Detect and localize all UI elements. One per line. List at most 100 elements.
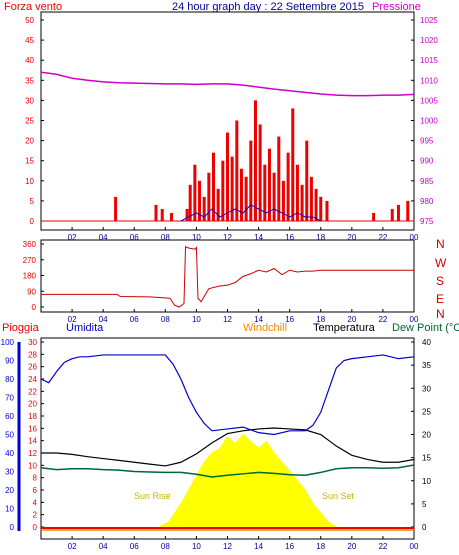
rain-axis-label: 4 <box>33 498 38 507</box>
wind-bar <box>230 156 234 221</box>
direction-axis-label: 270 <box>23 256 37 265</box>
direction-x-axis-tick-label: 18 <box>316 315 325 324</box>
wind-bar <box>291 108 295 221</box>
humidity-axis-label: 80 <box>5 375 14 384</box>
legend-pioggia: Pioggia <box>2 322 40 334</box>
wind-bar <box>263 164 267 221</box>
humidity-axis-label: 100 <box>1 338 15 347</box>
annotation-sun-set: Sun Set <box>322 491 355 501</box>
wind-bar <box>226 132 229 221</box>
wind-bar <box>286 152 290 221</box>
compass-label-s: S <box>436 274 444 288</box>
wind-bar <box>160 208 164 221</box>
wind-axis-label: 25 <box>25 117 34 126</box>
temperature-axis-label: 40 <box>422 338 431 347</box>
temperature-x-axis-tick-label: 20 <box>347 542 356 551</box>
wind-bar <box>258 124 262 221</box>
wind-bar <box>314 188 318 221</box>
legend-dew-point: Dew Point (°C <box>392 322 459 334</box>
temperature-x-axis-tick-label: 10 <box>192 542 201 551</box>
wind-axis-label: 40 <box>25 56 34 65</box>
temperature-axis-label: 30 <box>422 384 431 393</box>
wind-bar <box>253 100 257 221</box>
wind-bar <box>390 208 394 221</box>
wind-bar <box>244 176 248 221</box>
legend-pressione: Pressione <box>372 1 421 13</box>
wind-bar <box>267 148 271 221</box>
wind-x-axis-tick-label: 14 <box>254 233 263 242</box>
direction-axis-label: 0 <box>32 303 37 312</box>
pressure-axis-label: 975 <box>420 217 434 226</box>
dew-point-line <box>40 464 415 478</box>
rain-axis-label: 14 <box>28 437 37 446</box>
temperature-x-axis-tick-label: 08 <box>161 542 170 551</box>
wind-x-axis-tick-label: 04 <box>99 233 108 242</box>
wind-axis-label: 20 <box>25 137 34 146</box>
direction-x-axis-tick-label: 16 <box>285 315 294 324</box>
compass-labels: N W S E N <box>435 237 447 321</box>
pressure-axis-label: 1010 <box>420 76 438 85</box>
chart-marks: 0510152025303540455097598098599099510001… <box>1 16 439 551</box>
humidity-axis-label: 10 <box>5 505 14 514</box>
wind-x-axis-tick-label: 10 <box>192 233 201 242</box>
wind-x-axis-tick-label: 08 <box>161 233 170 242</box>
direction-x-axis-tick-label: 14 <box>254 315 263 324</box>
wind-x-axis-tick-label: 06 <box>130 233 139 242</box>
legend-temperatura: Temperatura <box>313 322 376 334</box>
wind-x-axis-tick-label: 16 <box>285 233 294 242</box>
rain-axis-label: 24 <box>28 375 37 384</box>
wind-bar <box>319 196 323 221</box>
wind-bar <box>193 164 197 221</box>
pressure-axis-label: 1000 <box>420 117 438 126</box>
temperature-x-axis-tick-label: 12 <box>223 542 232 551</box>
humidity-axis-label: 30 <box>5 468 14 477</box>
wind-bar <box>406 200 410 221</box>
compass-label-w: W <box>435 256 447 270</box>
wind-bar <box>235 120 239 221</box>
direction-x-axis-tick-label: 02 <box>68 315 77 324</box>
wind-bar <box>396 204 400 221</box>
wind-axis-label: 0 <box>30 217 35 226</box>
rain-axis-label: 30 <box>28 338 37 347</box>
temperature-x-axis-tick-label: 22 <box>378 542 387 551</box>
pressure-axis-label: 1015 <box>420 56 438 65</box>
wind-bar <box>372 212 376 221</box>
wind-x-axis-tick-label: 02 <box>68 233 77 242</box>
humidity-axis-label: 60 <box>5 412 14 421</box>
wind-axis-label: 30 <box>25 96 34 105</box>
temperature-x-axis-tick-label: 04 <box>99 542 108 551</box>
temperature-axis-label: 20 <box>422 431 431 440</box>
temperature-axis-label: 0 <box>422 523 427 532</box>
temperature-x-axis-tick-label: 18 <box>316 542 325 551</box>
temperature-axis-label: 5 <box>422 500 427 509</box>
pressure-axis-label: 1005 <box>420 96 438 105</box>
temperature-x-axis-tick-label: 06 <box>130 542 139 551</box>
legend-forza-vento: Forza vento <box>4 1 62 13</box>
wind-axis-label: 15 <box>25 157 34 166</box>
wind-bar <box>277 136 281 221</box>
temperature-axis-label: 35 <box>422 361 431 370</box>
direction-x-axis-tick-label: 04 <box>99 315 108 324</box>
annotation-sun-rise: Sun Rise <box>134 491 171 501</box>
direction-x-axis-tick-label: 22 <box>378 315 387 324</box>
wind-bar <box>305 140 309 221</box>
pressure-axis-label: 1020 <box>420 36 438 45</box>
temperature-axis-label: 15 <box>422 454 431 463</box>
wind-bar <box>325 200 329 221</box>
rain-axis-label: 26 <box>28 363 37 372</box>
wind-axis-label: 50 <box>25 16 34 25</box>
temperature-line <box>41 427 415 467</box>
temperature-x-axis-tick-label: 14 <box>254 542 263 551</box>
rain-axis-label: 20 <box>28 400 37 409</box>
wind-bar <box>239 168 243 221</box>
wind-bar <box>249 140 253 221</box>
rain-axis-label: 18 <box>28 412 37 421</box>
pressure-axis-label: 985 <box>420 177 434 186</box>
rain-axis-label: 10 <box>28 461 37 470</box>
wind-axis-label: 5 <box>30 197 35 206</box>
direction-line <box>41 245 414 308</box>
wind-axis-label: 35 <box>25 76 34 85</box>
wind-x-axis-tick-label: 00 <box>410 233 419 242</box>
temperature-x-axis-tick-label: 16 <box>285 542 294 551</box>
direction-x-axis-tick-label: 06 <box>130 315 139 324</box>
